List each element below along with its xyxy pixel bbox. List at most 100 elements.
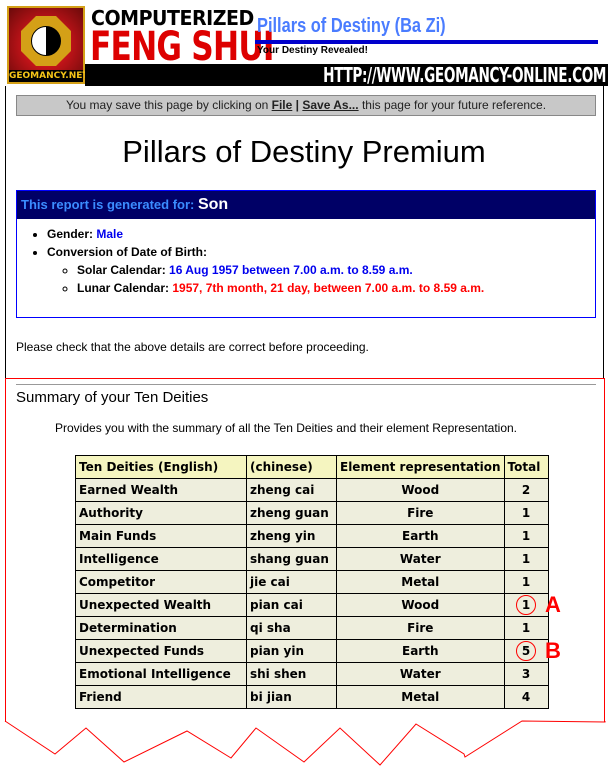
slogan: Your Destiny Revealed! (257, 45, 368, 56)
annotation-a: A (545, 592, 561, 617)
deity-total: 5 (503, 639, 549, 663)
report-label: This report is generated for: (21, 197, 198, 212)
site-url[interactable]: HTTP://WWW.GEOMANCY-ONLINE.COM (323, 63, 606, 87)
table-row: Earned Wealth zheng cai Wood 2 (75, 478, 549, 502)
deity-chinese: zheng yin (246, 524, 337, 548)
cell-text: Fire (407, 621, 434, 635)
yin-yang-icon (31, 26, 61, 56)
table-row: Intelligence shang guan Water 1 (75, 547, 549, 571)
col-element: Element representation (336, 455, 505, 479)
summary-frame (5, 378, 605, 722)
cell-text: Emotional Intelligence (79, 667, 231, 681)
cell-text: Wood (401, 483, 440, 497)
deity-element: Wood (336, 478, 505, 502)
brand-line2: FENG SHUI (90, 24, 274, 70)
deity-chinese: pian cai (246, 593, 337, 617)
table-row: Main Funds zheng yin Earth 1 (75, 524, 549, 548)
cell-text: shang guan (250, 552, 329, 566)
deity-total: 1 (503, 593, 549, 617)
deity-total: 4 (503, 685, 549, 709)
divider (16, 384, 596, 385)
cell-text: shi shen (250, 667, 307, 681)
circled-total: 1 (516, 595, 537, 615)
summary-description: Provides you with the summary of all the… (55, 421, 518, 435)
cell-text: Earned Wealth (79, 483, 179, 497)
table-row: Emotional Intelligence shi shen Water 3 (75, 662, 549, 686)
zigzag-edge (4, 720, 606, 766)
product-title: Pillars of Destiny (Ba Zi) (257, 15, 446, 37)
cell-text: Unexpected Funds (79, 644, 205, 658)
cell-text: Water (399, 667, 441, 681)
file-menu-label: File (271, 98, 293, 112)
col-chinese: (chinese) (246, 455, 337, 479)
cell-text: 1 (521, 506, 531, 520)
cell-text: 2 (521, 483, 531, 497)
cell-text: bi jian (250, 690, 292, 704)
deity-total: 1 (503, 501, 549, 525)
cell-text: pian cai (250, 598, 303, 612)
deity-chinese: zheng guan (246, 501, 337, 525)
logo-text: GEOMANCY.NET (9, 70, 89, 82)
cell-text: Intelligence (79, 552, 159, 566)
cell-text: jie cai (250, 575, 290, 589)
circled-total: 5 (516, 641, 537, 661)
report-name: Son (197, 196, 229, 213)
check-text: Please check that the above details are … (16, 340, 369, 354)
deity-english: Earned Wealth (75, 478, 247, 502)
save-as-label: Save As... (302, 98, 359, 112)
col-english: Ten Deities (English) (75, 455, 247, 479)
lunar-label: Lunar Calendar: (77, 281, 173, 295)
cell-text: Authority (79, 506, 143, 520)
geomancy-logo: GEOMANCY.NET (7, 6, 89, 84)
cell-text: 1 (521, 621, 531, 635)
cell-text: 1 (521, 575, 531, 589)
summary-heading: Summary of your Ten Deities (16, 389, 209, 406)
gender-item: Gender: Male (47, 225, 595, 243)
cell-text: Competitor (79, 575, 156, 589)
deity-total: 1 (503, 547, 549, 571)
deity-element: Metal (336, 685, 505, 709)
deity-chinese: pian yin (246, 639, 337, 663)
table-row: Friend bi jian Metal 4 (75, 685, 549, 709)
report-header: This report is generated for: Son (17, 191, 595, 219)
dob-label: Conversion of Date of Birth: (47, 245, 208, 259)
cell-text: 1 (521, 529, 531, 543)
cell-text: Water (399, 552, 441, 566)
cell-text: zheng yin (250, 529, 316, 543)
url-bar (85, 64, 608, 86)
deity-element: Fire (336, 616, 505, 640)
cell-text: zheng cai (250, 483, 315, 497)
annotation-b: B (545, 638, 561, 663)
deity-chinese: bi jian (246, 685, 337, 709)
gender-value: Male (96, 227, 124, 241)
deity-element: Fire (336, 501, 505, 525)
lunar-item: Lunar Calendar: 1957, 7th month, 21 day,… (77, 279, 595, 297)
table-header: Ten Deities (English) (chinese) Element … (75, 455, 549, 479)
title-underline (255, 40, 598, 44)
ten-deities-table: Ten Deities (English) (chinese) Element … (75, 455, 549, 709)
deity-english: Emotional Intelligence (75, 662, 247, 686)
cell-text: Main Funds (79, 529, 157, 543)
cell-text: Fire (407, 506, 434, 520)
save-prefix: You may save this page by clicking on (65, 98, 272, 112)
brand-line1: COMPUTERIZED (91, 6, 254, 30)
cell-text: Metal (401, 575, 440, 589)
deity-chinese: shi shen (246, 662, 337, 686)
deity-chinese: shang guan (246, 547, 337, 571)
solar-value: 16 Aug 1957 between 7.00 a.m. to 8.59 a.… (169, 263, 413, 277)
cell-text: pian yin (250, 644, 304, 658)
cell-text: Friend (79, 690, 122, 704)
table-row: Unexpected Wealth pian cai Wood 1 (75, 593, 549, 617)
cell-text: 1 (521, 552, 531, 566)
deity-element: Metal (336, 570, 505, 594)
cell-text: Wood (401, 598, 440, 612)
deity-english: Determination (75, 616, 247, 640)
cell-text: 4 (521, 690, 531, 704)
deity-chinese: zheng cai (246, 478, 337, 502)
cell-text: Determination (79, 621, 177, 635)
solar-item: Solar Calendar: 16 Aug 1957 between 7.00… (77, 261, 595, 279)
gender-label: Gender: (47, 227, 97, 241)
deity-total: 1 (503, 524, 549, 548)
sep: | (292, 98, 303, 112)
